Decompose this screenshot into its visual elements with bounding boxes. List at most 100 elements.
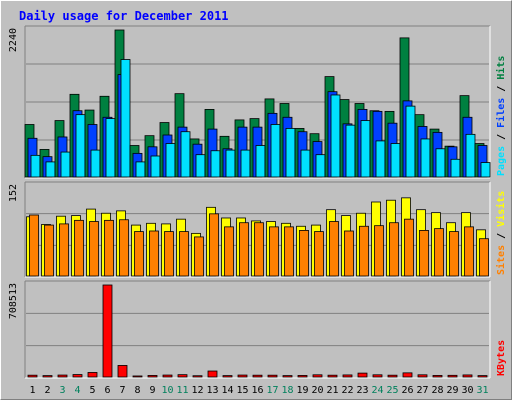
- x-tick-label: 24: [371, 385, 383, 396]
- x-tick-label: 10: [161, 385, 173, 396]
- x-tick-label: 14: [221, 385, 233, 396]
- bar-pages-day-4: [75, 114, 86, 178]
- bar-sites-day-20: [314, 231, 324, 277]
- bar-pages-day-20: [315, 154, 326, 178]
- bar-sites-day-29: [449, 231, 459, 277]
- bar-pages-day-30: [465, 133, 476, 178]
- x-tick-label: 19: [296, 385, 308, 396]
- bar-pages-day-12: [195, 154, 206, 178]
- bar-sites-day-25: [389, 222, 399, 277]
- bar-kbytes-day-14: [222, 375, 233, 378]
- legend-pages: Pages: [496, 146, 507, 176]
- x-tick-label: 1: [29, 385, 35, 396]
- bar-pages-day-21: [330, 94, 341, 178]
- legend-hits: Hits: [495, 56, 507, 80]
- bar-kbytes-day-30: [462, 374, 473, 378]
- x-tick-label: 25: [386, 385, 398, 396]
- x-tick-label: 17: [266, 385, 278, 396]
- bar-sites-day-5: [89, 221, 99, 277]
- x-tick-label: 8: [134, 385, 140, 396]
- bar-kbytes-day-29: [447, 374, 458, 378]
- bar-pages-day-22: [345, 124, 356, 178]
- bar-sites-day-11: [179, 231, 189, 277]
- legend-visits: Visits: [495, 191, 507, 227]
- bar-sites-day-8: [134, 231, 144, 277]
- bar-pages-day-13: [210, 150, 221, 178]
- bar-kbytes-day-21: [327, 374, 338, 378]
- bar-kbytes-day-16: [252, 374, 263, 378]
- bar-kbytes-day-18: [282, 375, 293, 378]
- bar-kbytes-day-15: [237, 374, 248, 378]
- bar-kbytes-day-12: [192, 375, 203, 378]
- bar-sites-day-17: [269, 226, 279, 277]
- bar-pages-day-10: [165, 143, 176, 178]
- x-tick-label: 23: [356, 385, 368, 396]
- x-tick-label: 11: [176, 385, 188, 396]
- bar-sites-day-3: [59, 223, 69, 277]
- bar-pages-day-6: [105, 118, 116, 178]
- bar-pages-day-31: [480, 162, 491, 178]
- bar-kbytes-day-19: [297, 375, 308, 378]
- bar-kbytes-day-20: [312, 374, 323, 378]
- x-tick-label: 18: [281, 385, 293, 396]
- bar-kbytes-day-7: [117, 365, 128, 378]
- x-tick-label: 30: [461, 385, 473, 396]
- bar-sites-day-15: [239, 222, 249, 277]
- bar-kbytes-day-9: [147, 375, 158, 378]
- bar-kbytes-day-5: [87, 372, 98, 378]
- bar-pages-day-17: [270, 124, 281, 178]
- bar-kbytes-day-26: [402, 372, 413, 378]
- x-tick-label: 5: [89, 385, 95, 396]
- bar-pages-day-27: [420, 138, 431, 178]
- bar-kbytes-day-13: [207, 370, 218, 378]
- bar-sites-day-7: [119, 219, 129, 277]
- x-tick-label: 2: [44, 385, 50, 396]
- x-tick-label: 20: [311, 385, 323, 396]
- x-tick-label: 31: [476, 385, 488, 396]
- x-tick-label: 15: [236, 385, 248, 396]
- chart-title: Daily usage for December 2011: [19, 9, 229, 23]
- x-tick-label: 21: [326, 385, 338, 396]
- bar-kbytes-day-24: [372, 374, 383, 378]
- legend-files: Files: [495, 98, 507, 128]
- legend-hits-files-pages: Pages / Files / Hits: [495, 56, 507, 176]
- bar-pages-day-2: [45, 161, 56, 178]
- bar-kbytes-day-3: [57, 374, 68, 378]
- bar-kbytes-day-11: [177, 374, 188, 378]
- bar-sites-day-13: [209, 213, 219, 277]
- legend-kbytes: KBytes: [496, 340, 507, 376]
- bar-sites-day-12: [194, 236, 204, 277]
- bar-sites-day-26: [404, 218, 414, 277]
- bar-sites-day-21: [329, 221, 339, 277]
- bar-kbytes-day-10: [162, 374, 173, 378]
- bar-sites-day-18: [284, 226, 294, 277]
- y-axis-max-label: 2240: [8, 28, 19, 52]
- x-tick-label: 29: [446, 385, 458, 396]
- bar-sites-day-14: [224, 226, 234, 277]
- bar-pages-day-26: [405, 105, 416, 178]
- bar-pages-day-3: [60, 151, 71, 178]
- bar-sites-day-6: [104, 219, 114, 277]
- bar-sites-day-9: [149, 230, 159, 277]
- bar-kbytes-day-8: [132, 375, 143, 378]
- legend-kbytes: KBytes: [496, 340, 507, 376]
- bar-sites-day-23: [359, 225, 369, 277]
- bar-pages-day-14: [225, 149, 236, 178]
- bar-sites-day-10: [164, 231, 174, 277]
- x-tick-label: 22: [341, 385, 353, 396]
- bar-pages-day-23: [360, 120, 371, 178]
- x-tick-label: 28: [431, 385, 443, 396]
- legend-visits-sites: Sites / Visits: [495, 191, 507, 275]
- bar-kbytes-day-28: [432, 375, 443, 378]
- bar-pages-day-25: [390, 143, 401, 178]
- bar-pages-day-5: [90, 149, 101, 178]
- bar-sites-day-4: [74, 219, 84, 277]
- bar-kbytes-day-6: [102, 284, 113, 378]
- bar-sites-day-28: [434, 228, 444, 277]
- bar-pages-day-7: [120, 59, 131, 178]
- bar-pages-day-16: [255, 145, 266, 178]
- bar-sites-day-27: [419, 230, 429, 277]
- bar-kbytes-day-27: [417, 374, 428, 378]
- bar-pages-day-11: [180, 131, 191, 178]
